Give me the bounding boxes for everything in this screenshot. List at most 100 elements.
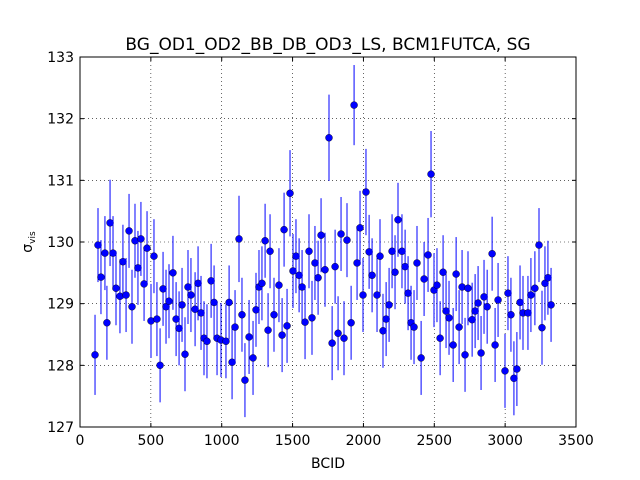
data-point <box>413 259 421 267</box>
y-label-symbol: σ <box>20 244 36 253</box>
data-point <box>292 252 300 260</box>
data-point <box>184 283 192 291</box>
data-point <box>169 269 177 277</box>
data-point <box>286 189 294 197</box>
x-tick-label: 0 <box>76 433 85 449</box>
y-tick-label: 132 <box>47 112 74 128</box>
data-point <box>410 323 418 331</box>
data-point <box>134 264 142 272</box>
data-point <box>140 280 148 288</box>
data-point <box>516 298 524 307</box>
data-point <box>159 285 167 293</box>
x-axis-label: BCID <box>311 456 345 472</box>
y-tick-label: 131 <box>47 173 74 189</box>
data-point <box>524 309 532 317</box>
data-point <box>458 283 466 291</box>
data-point <box>362 188 370 196</box>
data-point <box>266 247 274 255</box>
data-point <box>191 305 199 313</box>
y-tick-label: 130 <box>47 235 74 251</box>
data-point <box>94 241 102 249</box>
data-point <box>427 170 435 178</box>
data-point <box>295 271 303 279</box>
x-tick-label: 1000 <box>204 433 240 449</box>
data-point <box>449 341 457 349</box>
data-point <box>278 331 286 339</box>
data-point <box>197 309 205 317</box>
data-point <box>241 376 249 384</box>
data-point <box>480 293 488 301</box>
axes-frame <box>79 56 577 428</box>
data-point <box>535 241 543 249</box>
data-point <box>538 324 546 332</box>
data-point <box>420 275 428 283</box>
data-point <box>228 358 236 366</box>
chart-title: BG_OD1_OD2_BB_DB_OD3_LS, BCM1FUTCA, SG <box>125 35 530 55</box>
data-point <box>401 262 409 271</box>
data-point <box>109 249 117 257</box>
data-point <box>452 270 460 278</box>
data-point <box>337 230 345 238</box>
data-point <box>353 259 361 267</box>
data-point <box>252 306 260 314</box>
data-point <box>464 284 472 292</box>
data-point <box>328 339 336 347</box>
data-point <box>298 283 306 291</box>
data-point <box>379 327 387 335</box>
data-point <box>501 367 509 375</box>
data-point <box>504 289 512 297</box>
data-point <box>222 337 230 345</box>
data-point <box>471 307 479 315</box>
data-point <box>270 311 278 319</box>
plot-area: 0 500 1000 1500 2000 2500 3000 3500 127 128 129 130… <box>47 50 594 449</box>
data-point <box>150 252 158 260</box>
data-point <box>527 291 535 299</box>
data-point <box>181 350 189 358</box>
data-point <box>424 251 432 259</box>
data-point <box>261 237 269 245</box>
data-point <box>125 227 133 235</box>
data-point <box>143 244 151 252</box>
data-point <box>483 303 491 311</box>
data-point <box>531 284 539 292</box>
data-point <box>468 316 476 324</box>
data-point <box>137 235 145 243</box>
data-point <box>436 334 444 342</box>
y-tick-label: 128 <box>47 358 74 374</box>
y-tick-label: 129 <box>47 297 74 313</box>
data-point <box>305 247 313 255</box>
data-point <box>235 235 243 243</box>
x-tick-label: 3000 <box>487 433 523 449</box>
data-point <box>547 301 555 309</box>
data-point <box>382 315 390 323</box>
data-point <box>365 248 373 256</box>
data-point <box>301 318 309 326</box>
data-point <box>165 297 173 305</box>
data-point <box>347 319 355 327</box>
data-point <box>122 291 130 299</box>
data-point <box>445 314 453 322</box>
data-point <box>194 279 202 288</box>
data-point <box>172 315 180 323</box>
data-point <box>175 324 183 333</box>
x-tick-label: 2500 <box>416 433 452 449</box>
data-point <box>394 216 402 224</box>
data-point <box>153 315 161 323</box>
data-point <box>544 274 552 282</box>
data-point <box>112 284 120 292</box>
data-point <box>398 247 406 255</box>
data-point <box>238 311 246 319</box>
data-point <box>334 329 342 337</box>
data-point <box>156 361 164 370</box>
data-point <box>488 250 496 258</box>
data-point <box>343 236 351 244</box>
data-point <box>245 333 253 341</box>
data-point <box>391 268 399 276</box>
x-tick-label: 2000 <box>346 433 382 449</box>
data-point <box>128 303 136 311</box>
data-point <box>494 296 502 304</box>
data-point <box>283 322 291 330</box>
data-point <box>321 266 329 274</box>
